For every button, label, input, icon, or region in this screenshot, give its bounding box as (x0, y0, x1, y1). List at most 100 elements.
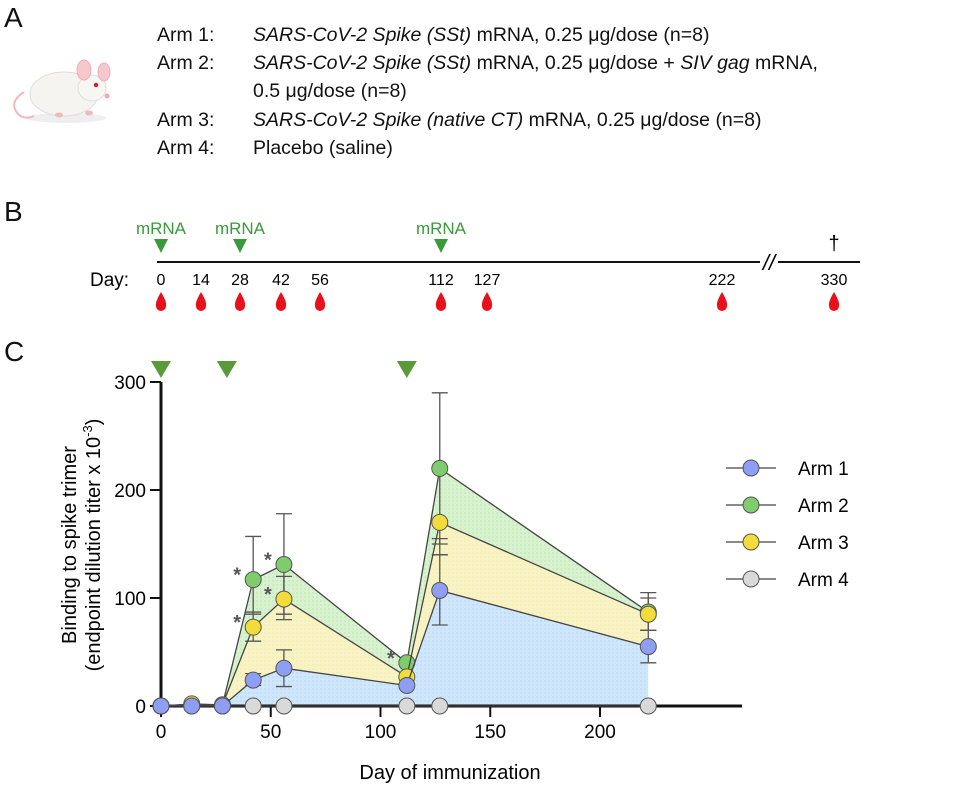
timeline-day-label: 0 (157, 272, 166, 289)
arm-text-segment: mRNA, (749, 52, 818, 74)
timeline-day-label: 28 (231, 272, 249, 289)
data-point (431, 513, 449, 531)
legend-label: Arm 2 (798, 496, 849, 517)
data-point (152, 697, 170, 715)
data-point (275, 556, 293, 574)
timeline-day-label: 42 (272, 272, 290, 289)
arm-text-segment: 0.5 μg/dose (n=8) (253, 80, 407, 102)
immunization-arrow-icon (216, 361, 237, 378)
arm-text-segment: SARS-CoV-2 Spike (SSt) (253, 52, 472, 74)
x-axis-label: Day of immunization (359, 762, 540, 784)
data-point (398, 697, 416, 715)
data-point (431, 459, 449, 477)
arm-prefix: Arm 3: (157, 109, 215, 131)
mrna-arrow-icon (434, 239, 448, 253)
arm-prefix: Arm 4: (157, 137, 215, 159)
panel-label-a: A (4, 2, 23, 33)
data-point (244, 671, 262, 689)
y-axis-units-text: (endpoint dilution titer x 10 (83, 437, 105, 672)
y-tick-label: 200 (114, 481, 146, 502)
y-axis-label-units: (endpoint dilution titer x 10-3) (80, 419, 105, 672)
legend-marker (742, 533, 760, 551)
arm-text-segment: mRNA, 0.25 μg/dose (n=8) (523, 109, 762, 131)
immunization-arrow-icon (396, 361, 417, 378)
arm1-fill-area (161, 590, 649, 706)
arm-description: 0.5 μg/dose (n=8) (157, 80, 407, 103)
arm-text-segment: SARS-CoV-2 Spike (native CT) (253, 109, 524, 131)
dagger-icon: † (828, 233, 839, 255)
mouse-illustration (13, 59, 111, 123)
data-point (244, 571, 262, 589)
arm-prefix: Arm 2: (157, 52, 215, 74)
blood-drop-icon (481, 292, 493, 311)
significance-asterisk: * (264, 550, 272, 572)
mrna-label: mRNA (136, 219, 187, 238)
data-point (183, 697, 201, 715)
data-point (639, 605, 657, 623)
blood-drop-icon (828, 292, 840, 311)
blood-drop-icon (155, 292, 167, 311)
arm2-fill-area (161, 468, 649, 706)
legend-label: Arm 3 (798, 533, 849, 554)
timeline-day-label: 222 (709, 272, 736, 289)
arm-text-segment: mRNA, 0.25 μg/dose (n=8) (471, 24, 710, 46)
data-point (431, 581, 449, 599)
timeline-day-label: 127 (474, 272, 501, 289)
axis-break-symbol: // (761, 250, 777, 275)
legend-marker (742, 496, 760, 514)
arm-text-segment: Placebo (saline) (253, 137, 393, 159)
blood-drop-icon (234, 292, 246, 311)
data-point (275, 590, 293, 608)
day-label: Day: (90, 270, 129, 291)
x-tick-label: 200 (584, 722, 616, 743)
timeline-day-label: 112 (428, 272, 454, 289)
blood-drop-icon (195, 292, 207, 311)
x-tick-label: 150 (474, 722, 506, 743)
data-point (275, 659, 293, 677)
data-point (431, 697, 449, 715)
data-point (639, 638, 657, 656)
significance-asterisk: * (233, 565, 241, 587)
mrna-arrow-icon (154, 239, 168, 253)
arm-description: Arm 1: SARS-CoV-2 Spike (SSt) mRNA, 0.25 … (157, 24, 710, 47)
y-tick-label: 300 (114, 373, 146, 394)
immunization-timeline: // Day: 0 14 28 42 56 112 127 222 330 mRNA mRNA mRNA † (90, 219, 860, 311)
panel-label-c: C (4, 336, 25, 367)
data-point (398, 676, 416, 694)
data-point (244, 697, 262, 715)
arm-text-segment: SIV gag (680, 52, 750, 74)
immunization-arrow-icon (151, 361, 171, 378)
significance-asterisk: * (264, 584, 272, 606)
y-tick-label: 0 (135, 697, 146, 718)
x-tick-label: 0 (156, 722, 167, 743)
y-axis-label: Binding to spike trimer (59, 446, 81, 644)
timeline-day-label: 56 (311, 272, 329, 289)
arm-description: Arm 4: Placebo (saline) (157, 137, 393, 160)
y-axis-units-exponent: -3 (80, 425, 95, 437)
mrna-arrow-icon (233, 239, 247, 253)
data-point (275, 697, 293, 715)
x-tick-label: 50 (260, 722, 281, 743)
mrna-label: mRNA (416, 219, 467, 238)
arm-description: Arm 3: SARS-CoV-2 Spike (native CT) mRNA,… (157, 109, 762, 132)
panel-label-b: B (4, 196, 23, 227)
data-point (639, 697, 657, 715)
timeline-day-label: 14 (192, 272, 210, 289)
data-point (244, 618, 262, 636)
arm-text-segment: mRNA, 0.25 μg/dose + (471, 52, 681, 74)
arm-prefix: Arm 1: (157, 24, 215, 46)
legend-marker (742, 459, 760, 477)
mrna-label: mRNA (215, 219, 266, 238)
arm-description: Arm 2: SARS-CoV-2 Spike (SSt) mRNA, 0.25 … (157, 52, 818, 75)
data-point (213, 697, 231, 715)
y-tick-label: 100 (114, 589, 146, 610)
blood-drop-icon (716, 292, 728, 311)
timeline-day-label: 330 (821, 272, 848, 289)
significance-asterisk: * (387, 648, 395, 670)
legend-label: Arm 1 (798, 459, 849, 480)
x-tick-label: 100 (365, 722, 397, 743)
blood-drop-icon (435, 292, 447, 311)
significance-asterisk: * (233, 612, 241, 634)
